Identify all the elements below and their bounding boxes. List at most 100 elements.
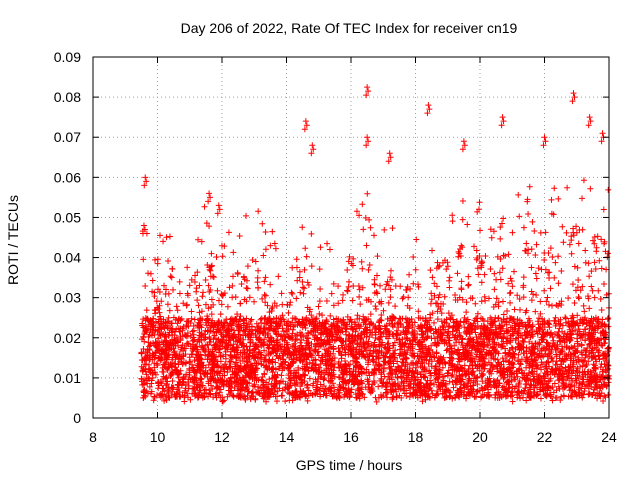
data-point [356,293,363,300]
data-point [428,296,435,303]
data-point [579,195,586,202]
data-point [201,203,208,210]
data-point [275,273,282,280]
data-point [499,298,506,305]
data-point [213,253,220,260]
data-point [278,392,285,399]
data-point [545,301,552,308]
data-point [215,297,222,304]
data-point [293,256,300,263]
data-point [543,298,550,305]
data-point [249,256,256,263]
data-point [561,330,568,337]
data-point [589,287,596,294]
data-point [397,283,404,290]
data-point [555,195,562,202]
data-point [252,258,259,265]
data-point [238,280,245,287]
data-point [365,266,372,273]
data-point [169,378,176,385]
data-point [433,283,440,290]
data-point [143,307,150,314]
data-point [594,233,601,240]
data-point [272,245,279,252]
data-point [474,323,481,330]
data-point [499,355,506,362]
data-point [500,311,507,318]
data-point [251,298,258,305]
data-point [296,268,303,275]
data-point [182,385,189,392]
data-point [569,281,576,288]
data-point [520,274,527,281]
data-point [456,250,463,257]
data-point [262,246,269,253]
data-point [192,272,199,279]
data-point [549,254,556,261]
data-point [176,278,183,285]
data-point [587,185,594,192]
data-point [472,300,479,307]
data-point [167,273,174,280]
data-point [197,376,204,383]
data-point [374,253,381,260]
data-point [344,288,351,295]
data-point [247,317,254,324]
grid-lines [93,57,609,418]
data-point [315,303,322,310]
data-point [533,275,540,282]
data-point [173,303,180,310]
data-point [533,291,540,298]
data-point [299,224,306,231]
data-point [299,278,306,285]
data-point [236,232,243,239]
data-point [459,216,466,223]
data-point [208,250,215,257]
data-point [181,398,188,405]
data-point [313,315,320,322]
data-point [392,347,399,354]
data-point [509,283,516,290]
data-point [511,306,518,313]
data-point [511,268,518,275]
data-point [523,240,530,247]
data-point [499,265,506,272]
data-point [600,206,607,213]
data-point [262,228,269,235]
data-point [471,243,478,250]
data-point [505,280,512,287]
data-point [243,212,250,219]
data-point [429,247,436,254]
data-point [504,307,511,314]
data-point [237,300,244,307]
data-point [434,316,441,323]
data-point [427,311,434,318]
data-point [457,253,464,260]
data-point [349,297,356,304]
data-point [194,269,201,276]
data-point [232,293,239,300]
data-point [255,267,262,274]
data-point [210,274,217,281]
data-point [188,308,195,315]
data-point [367,347,374,354]
data-point [515,191,522,198]
data-point [473,247,480,254]
data-point [568,392,575,399]
data-point [297,289,304,296]
data-point [317,286,324,293]
data-point [304,381,311,388]
data-point [195,236,202,243]
data-point [559,223,566,230]
data-point [551,274,558,281]
data-point [363,242,370,249]
data-point [165,258,172,265]
data-point [407,285,414,292]
data-point [366,261,373,268]
data-point [163,234,170,241]
data-point [465,282,472,289]
data-point [588,283,595,290]
data-point [580,177,587,184]
data-point [195,302,202,309]
